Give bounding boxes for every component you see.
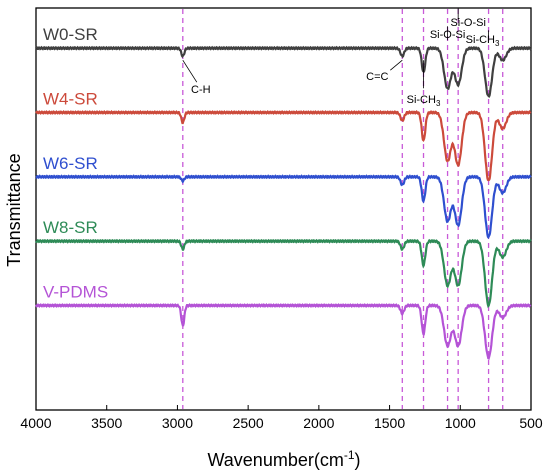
y-axis-label: Transmittance bbox=[4, 153, 24, 266]
annotation-label: C-H bbox=[191, 84, 211, 96]
series-label-w6-sr: W6-SR bbox=[43, 154, 98, 173]
x-tick-label: 4000 bbox=[20, 415, 51, 431]
x-tick-label: 1500 bbox=[374, 415, 405, 431]
annotation-label: C=C bbox=[366, 71, 388, 83]
series-line-w4-sr bbox=[35, 109, 532, 182]
x-tick-label: 3000 bbox=[162, 415, 193, 431]
plot-frame bbox=[35, 7, 532, 411]
series-line-w8-sr bbox=[35, 238, 532, 309]
x-axis-label: Wavenumber(cm-1) bbox=[207, 448, 360, 470]
series-line-w0-sr bbox=[35, 45, 532, 98]
annotation-label: Si-O-Si bbox=[430, 29, 465, 41]
x-tick-label: 2500 bbox=[233, 415, 264, 431]
annotation-label: Si-CH3 bbox=[407, 94, 441, 108]
x-axis-label-text: Wavenumber(cm bbox=[207, 450, 343, 470]
x-tick-label: 500 bbox=[519, 415, 543, 431]
spectra-lines bbox=[35, 45, 532, 360]
x-tick-label: 2000 bbox=[303, 415, 334, 431]
series-label-w8-sr: W8-SR bbox=[43, 218, 98, 237]
x-axis-label-superscript: -1 bbox=[344, 448, 355, 462]
x-tick-label: 1000 bbox=[445, 415, 476, 431]
annotation-subscript: 3 bbox=[495, 39, 500, 48]
series-line-v-pdms bbox=[35, 302, 532, 360]
annotation-leader bbox=[182, 59, 198, 83]
annotation-label: Si-CH3 bbox=[466, 34, 500, 48]
series-label-w0-sr: W0-SR bbox=[43, 25, 98, 44]
series-line-w6-sr bbox=[35, 174, 532, 240]
annotation-subscript: 3 bbox=[436, 99, 441, 108]
annotation-leader bbox=[390, 59, 403, 71]
x-axis-label-close: ) bbox=[355, 450, 361, 470]
series-labels: W0-SR W4-SR W6-SR W8-SR V-PDMS bbox=[43, 25, 108, 301]
series-label-v-pdms: V-PDMS bbox=[43, 282, 108, 301]
series-label-w4-sr: W4-SR bbox=[43, 90, 98, 109]
x-tick-label: 3500 bbox=[91, 415, 122, 431]
x-axis: 4000 3500 3000 2500 2000 1500 1000 500 bbox=[20, 405, 543, 431]
annotation-label: Si-O-Si bbox=[450, 17, 485, 29]
